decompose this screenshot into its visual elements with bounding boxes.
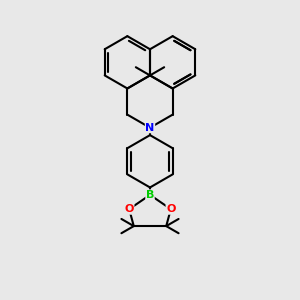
Text: O: O [124, 204, 134, 214]
Text: B: B [146, 190, 154, 200]
Text: N: N [146, 123, 154, 133]
Text: O: O [166, 204, 176, 214]
